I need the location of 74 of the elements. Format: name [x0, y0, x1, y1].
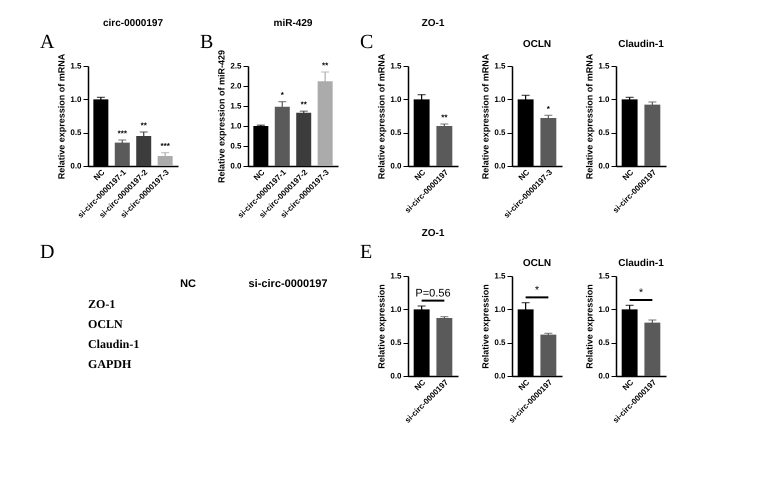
chart-title: miR-429 — [274, 18, 313, 29]
y-tick-label: 1.5 — [494, 62, 506, 70]
y-tick-label: 0.5 — [494, 128, 506, 138]
category-label: GAPDH — [88, 357, 132, 371]
y-tick-label: 1.0 — [390, 304, 402, 314]
y-tick-label: 0.5 — [230, 142, 242, 150]
y-tick-label: 1.0 — [230, 122, 242, 130]
y-tick-label: 1.0 — [598, 94, 610, 104]
y-tick-label: 1.5 — [70, 62, 82, 70]
y-tick-label: 0.0 — [598, 162, 610, 170]
annotation: *** — [118, 129, 128, 138]
y-tick-label: 2.5 — [230, 62, 242, 70]
chart-title: OCLN — [522, 258, 552, 269]
chart-title: Claudin-1 — [618, 258, 664, 269]
y-tick-label: 1.5 — [390, 62, 402, 70]
text: B — [200, 31, 214, 53]
category-label: NC — [180, 278, 196, 290]
annotation: ** — [300, 100, 308, 110]
y-axis-title: Relative expression — [584, 284, 594, 369]
y-tick-label: 1.5 — [494, 272, 506, 280]
chart-title: Claudin-1 — [618, 39, 664, 50]
annotation: * — [280, 90, 285, 100]
chart-title: circ-0000197 — [102, 18, 164, 29]
annotation: * — [638, 287, 644, 299]
y-axis-title: Relative expression — [480, 284, 490, 369]
text: A — [40, 31, 55, 53]
bar — [136, 136, 152, 166]
y-axis-title: Relative expression — [376, 284, 386, 369]
y-tick-label: 0.0 — [494, 372, 506, 380]
y-tick-label: 0.0 — [390, 372, 402, 380]
y-tick-label: 0.5 — [494, 338, 506, 348]
y-axis-title: Relative expression of mRNA — [376, 53, 386, 180]
category-label: si-circ-0000197 — [248, 278, 328, 290]
chart-title: ZO-1 — [422, 228, 445, 239]
category-label: Claudin-1 — [88, 337, 140, 351]
annotation: * — [534, 284, 540, 296]
y-tick-label: 1.0 — [494, 304, 506, 314]
chart-title: OCLN — [522, 39, 552, 50]
y-tick-label: 1.0 — [494, 94, 506, 104]
chart-title: ZO-1 — [422, 18, 445, 29]
y-tick-label: 1.0 — [70, 94, 82, 104]
category-label: OCLN — [88, 317, 123, 331]
y-tick-label: 2.0 — [230, 82, 242, 90]
text: D — [40, 241, 54, 263]
y-tick-label: 0.0 — [230, 162, 242, 170]
y-tick-label: 1.0 — [390, 94, 402, 104]
annotation: ** — [140, 121, 148, 130]
y-axis-title: Relative expression of mRNA — [56, 53, 66, 180]
y-axis-title: Relative expression of mRNA — [480, 53, 490, 180]
text: E — [360, 241, 372, 263]
annotation: *** — [160, 142, 171, 151]
text: C — [360, 31, 374, 53]
annotation: P=0.56 — [415, 288, 451, 300]
y-tick-label: 1.5 — [598, 272, 610, 280]
y-tick-label: 1.5 — [230, 102, 242, 110]
category-label: ZO-1 — [88, 297, 116, 311]
y-tick-label: 0.0 — [494, 162, 506, 170]
y-tick-label: 0.5 — [598, 338, 610, 348]
bar — [158, 156, 173, 166]
annotation: ** — [322, 61, 330, 70]
y-tick-label: 0.5 — [598, 128, 610, 138]
y-tick-label: 1.5 — [390, 272, 402, 280]
y-axis-title: Relative expression of mRNA — [584, 53, 594, 180]
y-tick-label: 0.0 — [390, 162, 402, 170]
y-axis-title: Relative expression of miR-429 — [216, 50, 226, 184]
y-tick-label: 0.5 — [70, 128, 82, 138]
annotation: ** — [441, 113, 448, 122]
annotation: * — [546, 104, 551, 114]
y-tick-label: 0.0 — [70, 162, 82, 170]
y-tick-label: 1.5 — [598, 62, 610, 70]
y-tick-label: 0.0 — [598, 372, 610, 380]
y-tick-label: 0.5 — [390, 128, 402, 138]
y-tick-label: 0.5 — [390, 338, 402, 348]
y-tick-label: 1.0 — [598, 304, 610, 314]
